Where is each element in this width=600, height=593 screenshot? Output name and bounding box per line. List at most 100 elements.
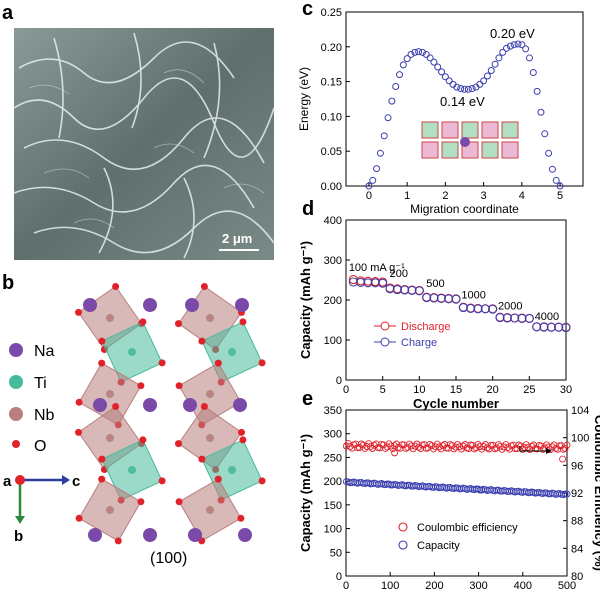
annotation-valley: 0.14 eV	[440, 94, 485, 109]
crystal-structure: Na Ti Nb O a c b (100)	[3, 283, 266, 567]
efficiency-point	[441, 441, 449, 448]
charge-point	[561, 323, 571, 333]
x-tick-label: 5	[380, 384, 386, 396]
x-tick-label: 0	[366, 190, 372, 202]
metal-atom	[106, 506, 114, 514]
charge-point	[378, 278, 388, 288]
data-point	[380, 132, 388, 140]
inset-polyhedron	[421, 141, 439, 159]
x-tick-label: 4	[519, 190, 525, 202]
oxygen-atom	[98, 455, 106, 463]
data-point	[422, 50, 430, 58]
panel-letter-c: c	[302, 0, 314, 20]
charge-point	[370, 278, 380, 288]
y2-tick-label: 92	[571, 488, 583, 500]
oxygen-atom	[98, 337, 106, 345]
metal-atom	[106, 434, 114, 442]
outlier-point	[559, 455, 567, 463]
data-point	[445, 77, 453, 85]
data-point	[453, 83, 461, 91]
axis-label-a: a	[3, 473, 12, 490]
metal-atom	[106, 390, 114, 398]
data-point	[407, 50, 415, 58]
charge-point	[407, 285, 417, 295]
capacity-point	[561, 490, 569, 498]
oxygen-atom	[238, 428, 245, 436]
oxygen-atom	[200, 403, 208, 410]
x-tick-label: 5	[557, 190, 563, 202]
panel-letter-a: a	[2, 2, 14, 24]
data-point	[365, 182, 373, 190]
rate-label: 100 mA g⁻¹	[349, 262, 405, 274]
charge-point	[458, 303, 468, 313]
data-point	[438, 68, 446, 76]
annotation-peak: 0.20 eV	[490, 26, 535, 41]
scale-bar-label: 2 μm	[222, 231, 253, 246]
y2-tick-label: 80	[571, 571, 583, 583]
inset-polyhedron	[441, 121, 459, 139]
charge-point	[422, 293, 432, 303]
charge-point	[392, 285, 402, 295]
sodium-atom	[188, 528, 202, 542]
capacity-point	[563, 490, 571, 498]
y-tick-label: 0.05	[321, 146, 342, 158]
y-tick-label: 300	[324, 429, 342, 441]
x-axis-label: Migration coordinate	[410, 202, 519, 216]
legend-marker	[380, 321, 390, 331]
oxygen-atom	[75, 514, 83, 522]
y-tick-label: 0	[336, 375, 342, 387]
efficiency-point	[426, 440, 434, 448]
data-point	[537, 108, 545, 116]
data-point	[552, 176, 560, 184]
panel-letter-b: b	[2, 272, 15, 294]
y2-axis-label: Coulombic Efficiency (%)	[592, 415, 600, 571]
charge-point	[554, 322, 564, 332]
y-tick-label: 250	[324, 452, 342, 464]
efficiency-point	[470, 445, 478, 453]
sodium-atom	[183, 398, 197, 412]
rate-label: 2000	[498, 301, 522, 313]
inset-polyhedron	[441, 141, 459, 159]
x-tick-label: 0	[343, 580, 349, 592]
oxygen-atom	[139, 318, 147, 326]
data-point	[545, 149, 553, 157]
charge-point	[400, 285, 410, 295]
charge-point	[348, 277, 358, 287]
sodium-atom	[83, 298, 97, 312]
c-arrow-icon	[62, 475, 70, 485]
efficiency-point	[367, 442, 374, 450]
oxygen-atom	[158, 359, 166, 367]
oxygen-atom	[137, 498, 145, 506]
charge-point	[532, 322, 542, 332]
oxygen-atom	[75, 428, 82, 436]
legend-na-label: Na	[34, 343, 55, 360]
charge-point	[517, 313, 527, 323]
charge-point	[444, 294, 454, 304]
oxygen-atom	[239, 318, 247, 326]
oxygen-atom	[112, 283, 120, 290]
outlier-point	[391, 449, 399, 457]
data-point	[441, 73, 449, 81]
sodium-atom	[93, 398, 107, 412]
efficiency-point	[515, 441, 523, 449]
rate-label: 4000	[535, 311, 559, 323]
data-point	[522, 45, 530, 53]
data-point	[525, 54, 533, 62]
sodium-atom	[88, 528, 102, 542]
y-axis-label: Capacity (mAh g⁻¹)	[298, 241, 313, 359]
rate-label: 500	[426, 278, 444, 290]
data-point	[411, 48, 419, 56]
x-tick-label: 500	[558, 580, 576, 592]
oxygen-atom	[158, 477, 166, 485]
y-tick-label: 200	[324, 476, 342, 488]
capacity-point	[545, 490, 552, 498]
x-tick-label: 300	[469, 580, 487, 592]
data-point	[457, 85, 465, 93]
efficiency-point	[480, 443, 488, 450]
charge-point	[356, 277, 366, 287]
charge-point	[414, 286, 424, 296]
data-point	[426, 54, 434, 62]
efficiency-point	[511, 445, 519, 453]
charge-point	[539, 322, 549, 332]
